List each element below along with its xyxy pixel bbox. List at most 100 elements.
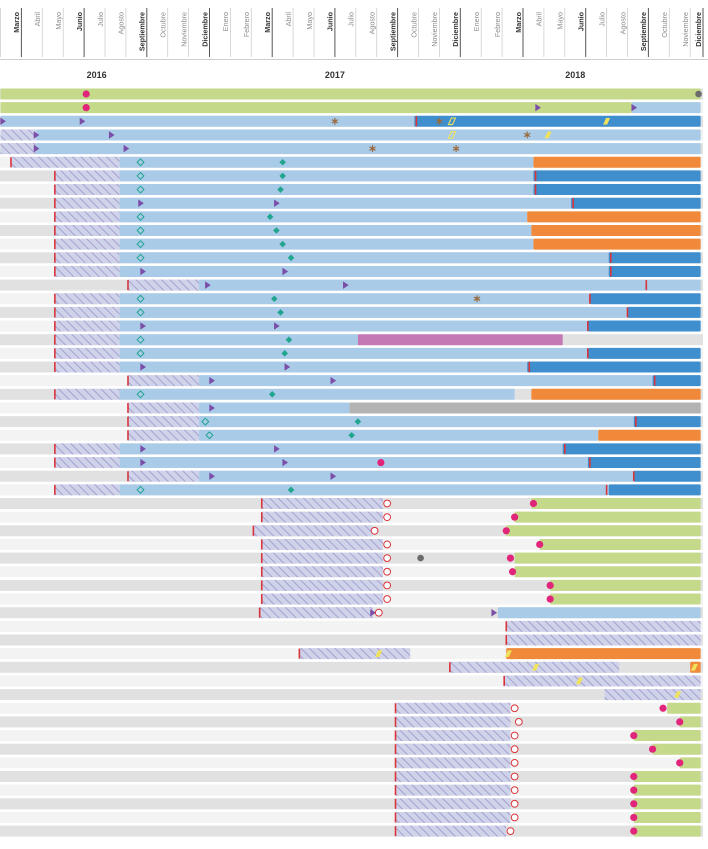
milestone-dot (511, 513, 519, 521)
bar-hatch (54, 293, 120, 305)
diamond-outline-marker (136, 308, 145, 317)
month-label: Octubre (660, 12, 669, 38)
diamond-filled-marker (268, 391, 276, 398)
diamond-filled-marker (285, 336, 293, 343)
row-background (0, 743, 703, 755)
diamond-outline-marker (136, 240, 145, 249)
bar-green (550, 593, 701, 605)
bar-blue (562, 443, 701, 455)
asterisk-stroke (331, 119, 339, 124)
triangle-marker (370, 608, 376, 617)
bar-blue (571, 197, 701, 209)
bar-hatch (261, 498, 383, 509)
bar-light-blue (119, 156, 534, 168)
bar-hatch (54, 347, 120, 359)
diamond-filled-marker (287, 254, 295, 262)
bar-light-blue (0, 115, 415, 127)
bar-light-blue (119, 211, 528, 223)
bar-green (531, 498, 701, 509)
asterisk-marker (523, 131, 531, 139)
row-background (0, 675, 703, 687)
diamond-filled-marker (277, 186, 284, 193)
bar-light-blue (199, 402, 350, 414)
bar-green (514, 511, 701, 523)
milestone-ring (510, 772, 519, 781)
triangle-marker (123, 144, 130, 153)
month-label: Enero (472, 12, 481, 31)
asterisk-stroke (452, 146, 460, 151)
milestone-ring (383, 595, 392, 603)
diamond-outline-marker (136, 485, 145, 494)
parallelogram-filled-marker (603, 118, 611, 125)
bar-hatch (127, 429, 200, 441)
triangle-marker (284, 363, 291, 371)
month-label: Abril (33, 12, 42, 27)
milestone-dot (630, 827, 638, 835)
bar-light-blue (119, 184, 534, 196)
bar-green (0, 88, 701, 100)
month-label: Febrero (242, 12, 251, 37)
month-label: Junio (577, 11, 586, 31)
bar-light-blue (119, 361, 528, 373)
milestone-ring (510, 799, 519, 808)
parallelogram-filled-marker (575, 677, 583, 685)
row-background (0, 757, 703, 769)
hexagon-marker (695, 90, 702, 98)
bar-hatch (504, 675, 701, 687)
bar-blue (627, 306, 701, 318)
milestone-dot (630, 813, 638, 822)
month-label: Agosto (117, 12, 126, 34)
parallelogram-filled-marker (375, 650, 383, 657)
milestone-dot (659, 704, 667, 712)
row-background (0, 661, 703, 673)
row-background (0, 730, 703, 742)
triangle-marker (140, 363, 146, 371)
bar-blue (587, 457, 701, 469)
bar-green (633, 798, 701, 810)
milestone-dot (648, 745, 657, 753)
bar-light-blue (199, 429, 599, 441)
bar-green (0, 102, 632, 114)
milestone-ring (374, 608, 383, 617)
diamond-filled-marker (287, 486, 295, 494)
triangle-marker (274, 199, 280, 207)
asterisk-marker (369, 145, 376, 152)
triangle-marker (631, 103, 638, 112)
triangle-marker (205, 281, 211, 289)
timeline-markers (0, 90, 702, 837)
row-background (0, 784, 703, 796)
bar-light-blue (119, 265, 609, 277)
bar-green (679, 757, 701, 769)
bar-blue (608, 265, 701, 277)
milestone-dot (82, 90, 90, 98)
milestone-dot (508, 568, 517, 576)
milestone-ring (510, 704, 519, 713)
month-label: Noviembre (430, 12, 439, 47)
milestone-dot (630, 772, 638, 781)
bar-light-blue (119, 170, 534, 182)
bar-green (633, 730, 701, 742)
bar-hatch (0, 143, 37, 155)
bar-hatch (54, 388, 120, 400)
triangle-marker (209, 404, 215, 412)
hexagon-marker (417, 554, 424, 562)
bar-orange (598, 429, 701, 441)
milestone-dot (630, 786, 638, 794)
parallelogram-filled-marker (690, 664, 698, 671)
month-label: Marzo (12, 11, 21, 32)
parallelogram-filled-marker (544, 131, 552, 139)
month-label: Diciembre (200, 12, 209, 47)
triangle-marker (282, 458, 289, 467)
bar-hatch (127, 470, 200, 482)
month-label: Noviembre (681, 12, 690, 47)
row-background (0, 798, 703, 810)
diamond-filled-marker (279, 158, 286, 166)
asterisk-stroke (369, 146, 376, 151)
triangle-marker (0, 117, 6, 126)
bar-light-blue (119, 320, 588, 332)
bar-hatch (261, 593, 383, 605)
triangle-marker (330, 376, 337, 385)
triangle-marker (209, 472, 215, 480)
bar-hatch (54, 170, 120, 182)
